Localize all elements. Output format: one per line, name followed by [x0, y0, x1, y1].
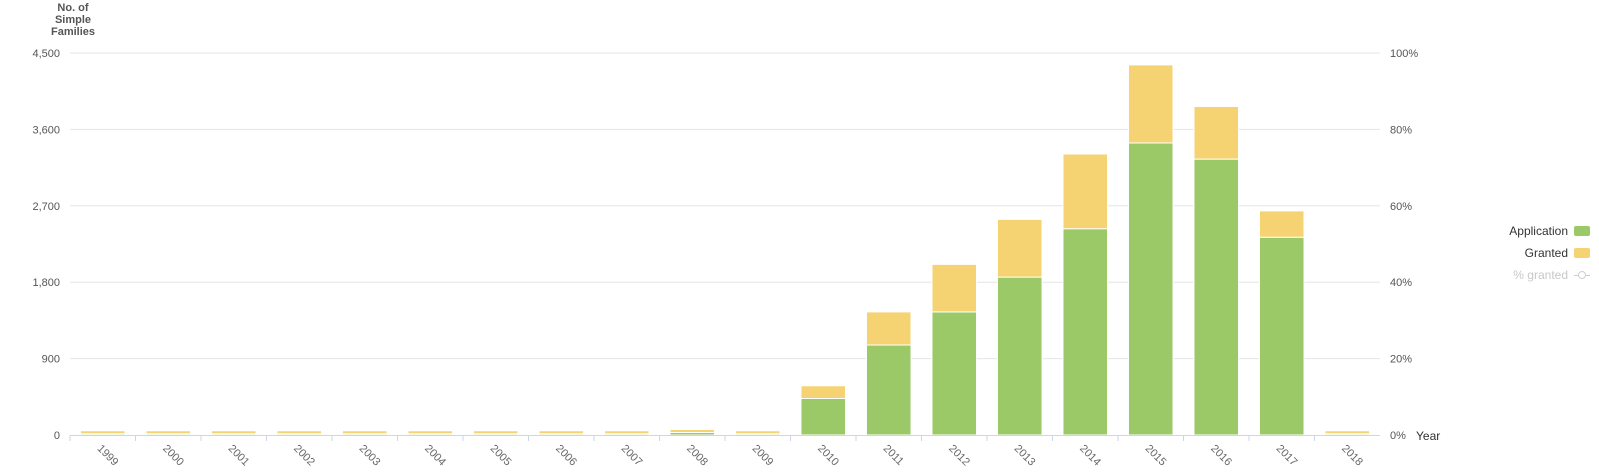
y-tick-label-right: 20%: [1390, 354, 1412, 366]
legend-label-pct-granted: % granted: [1513, 268, 1568, 282]
bar-granted-2015[interactable]: [1128, 65, 1173, 143]
bar-granted-2001[interactable]: [211, 431, 256, 434]
x-tick-label: 2007: [619, 443, 645, 469]
legend: Application Granted % granted: [1460, 220, 1590, 286]
bar-granted-2003[interactable]: [342, 431, 387, 434]
y-tick-label-left: 900: [42, 354, 60, 366]
x-tick-label: 2005: [488, 443, 514, 469]
x-tick-label: 2017: [1274, 443, 1300, 469]
legend-label-granted: Granted: [1525, 246, 1568, 260]
x-tick-label: 2016: [1208, 443, 1234, 469]
x-tick-label: 2018: [1339, 443, 1365, 469]
bar-application-2010[interactable]: [801, 398, 846, 435]
x-tick-label: 2011: [881, 443, 906, 468]
x-tick-label: 2013: [1012, 443, 1038, 469]
bar-granted-2016[interactable]: [1194, 106, 1239, 159]
y-tick-label-right: 60%: [1390, 201, 1412, 213]
bar-granted-2018[interactable]: [1325, 431, 1370, 434]
legend-label-application: Application: [1509, 224, 1568, 238]
bar-granted-2005[interactable]: [473, 431, 518, 434]
x-tick-label: 2003: [357, 443, 383, 469]
legend-item-granted[interactable]: Granted: [1460, 242, 1590, 264]
x-tick-label: 2015: [1143, 443, 1169, 469]
y-tick-label-left: 4,500: [32, 48, 60, 60]
bars-layer: [80, 65, 1369, 435]
bar-granted-2014[interactable]: [1063, 154, 1108, 229]
y-tick-label-left: 3,600: [32, 124, 60, 136]
x-tick-label: 2010: [815, 443, 841, 469]
x-tick-label: 2009: [750, 443, 776, 469]
bar-application-2017[interactable]: [1259, 237, 1304, 435]
grid-lines: [70, 53, 1380, 359]
bar-granted-2009[interactable]: [735, 431, 780, 434]
bar-granted-2012[interactable]: [932, 264, 977, 312]
bar-granted-2017[interactable]: [1259, 211, 1304, 237]
bar-application-2014[interactable]: [1063, 229, 1108, 435]
y-tick-label-left: 1,800: [32, 277, 60, 289]
bar-granted-2002[interactable]: [277, 431, 322, 434]
x-tick-label: 2008: [684, 443, 710, 469]
bar-granted-2006[interactable]: [539, 431, 584, 434]
x-tick-label: 1999: [95, 443, 121, 469]
y-tick-label-left: 0: [54, 430, 60, 442]
y-tick-label-right: 100%: [1390, 48, 1418, 60]
bar-granted-2013[interactable]: [997, 219, 1042, 277]
x-tick-label: 2004: [422, 443, 448, 469]
x-tick-label: 2012: [946, 443, 972, 469]
legend-swatch-granted: [1574, 248, 1590, 258]
y-axis-right: 0% 20% 40% 60% 80% 100%: [1390, 48, 1418, 442]
legend-item-pct-granted[interactable]: % granted: [1460, 264, 1590, 286]
bar-application-2012[interactable]: [932, 312, 977, 435]
y-tick-label-right: 80%: [1390, 124, 1412, 136]
y-tick-label-right: 0%: [1390, 430, 1406, 442]
y-tick-label-left: 2,700: [32, 201, 60, 213]
bar-application-2016[interactable]: [1194, 159, 1239, 435]
bar-application-2013[interactable]: [997, 277, 1042, 435]
bar-application-2011[interactable]: [866, 345, 911, 435]
bar-granted-2007[interactable]: [604, 431, 649, 434]
y-axis-left: 0 900 1,800 2,700 3,600 4,500: [32, 48, 60, 442]
x-axis: 1999 2000 2001 2002 2003 2004 2005 2006 2007 2008…: [70, 435, 1380, 468]
legend-item-application[interactable]: Application: [1460, 220, 1590, 242]
bar-granted-2010[interactable]: [801, 386, 846, 399]
y-axis-title: No. of Simple Families: [38, 2, 108, 38]
bar-granted-1999[interactable]: [80, 431, 125, 434]
x-tick-label: 2014: [1077, 443, 1103, 469]
bar-granted-2004[interactable]: [408, 431, 453, 434]
bar-application-2015[interactable]: [1128, 143, 1173, 435]
x-tick-label: 2001: [226, 443, 252, 469]
x-axis-title: Year: [1416, 429, 1440, 443]
bar-granted-2011[interactable]: [866, 312, 911, 345]
legend-swatch-application: [1574, 226, 1590, 236]
x-tick-label: 2002: [291, 443, 317, 469]
y-tick-label-right: 40%: [1390, 277, 1412, 289]
x-tick-label: 2006: [553, 443, 579, 469]
bar-granted-2008[interactable]: [670, 429, 715, 432]
legend-swatch-pct-granted: [1574, 270, 1590, 280]
bar-granted-2000[interactable]: [146, 431, 191, 434]
x-tick-label: 2000: [160, 443, 186, 469]
